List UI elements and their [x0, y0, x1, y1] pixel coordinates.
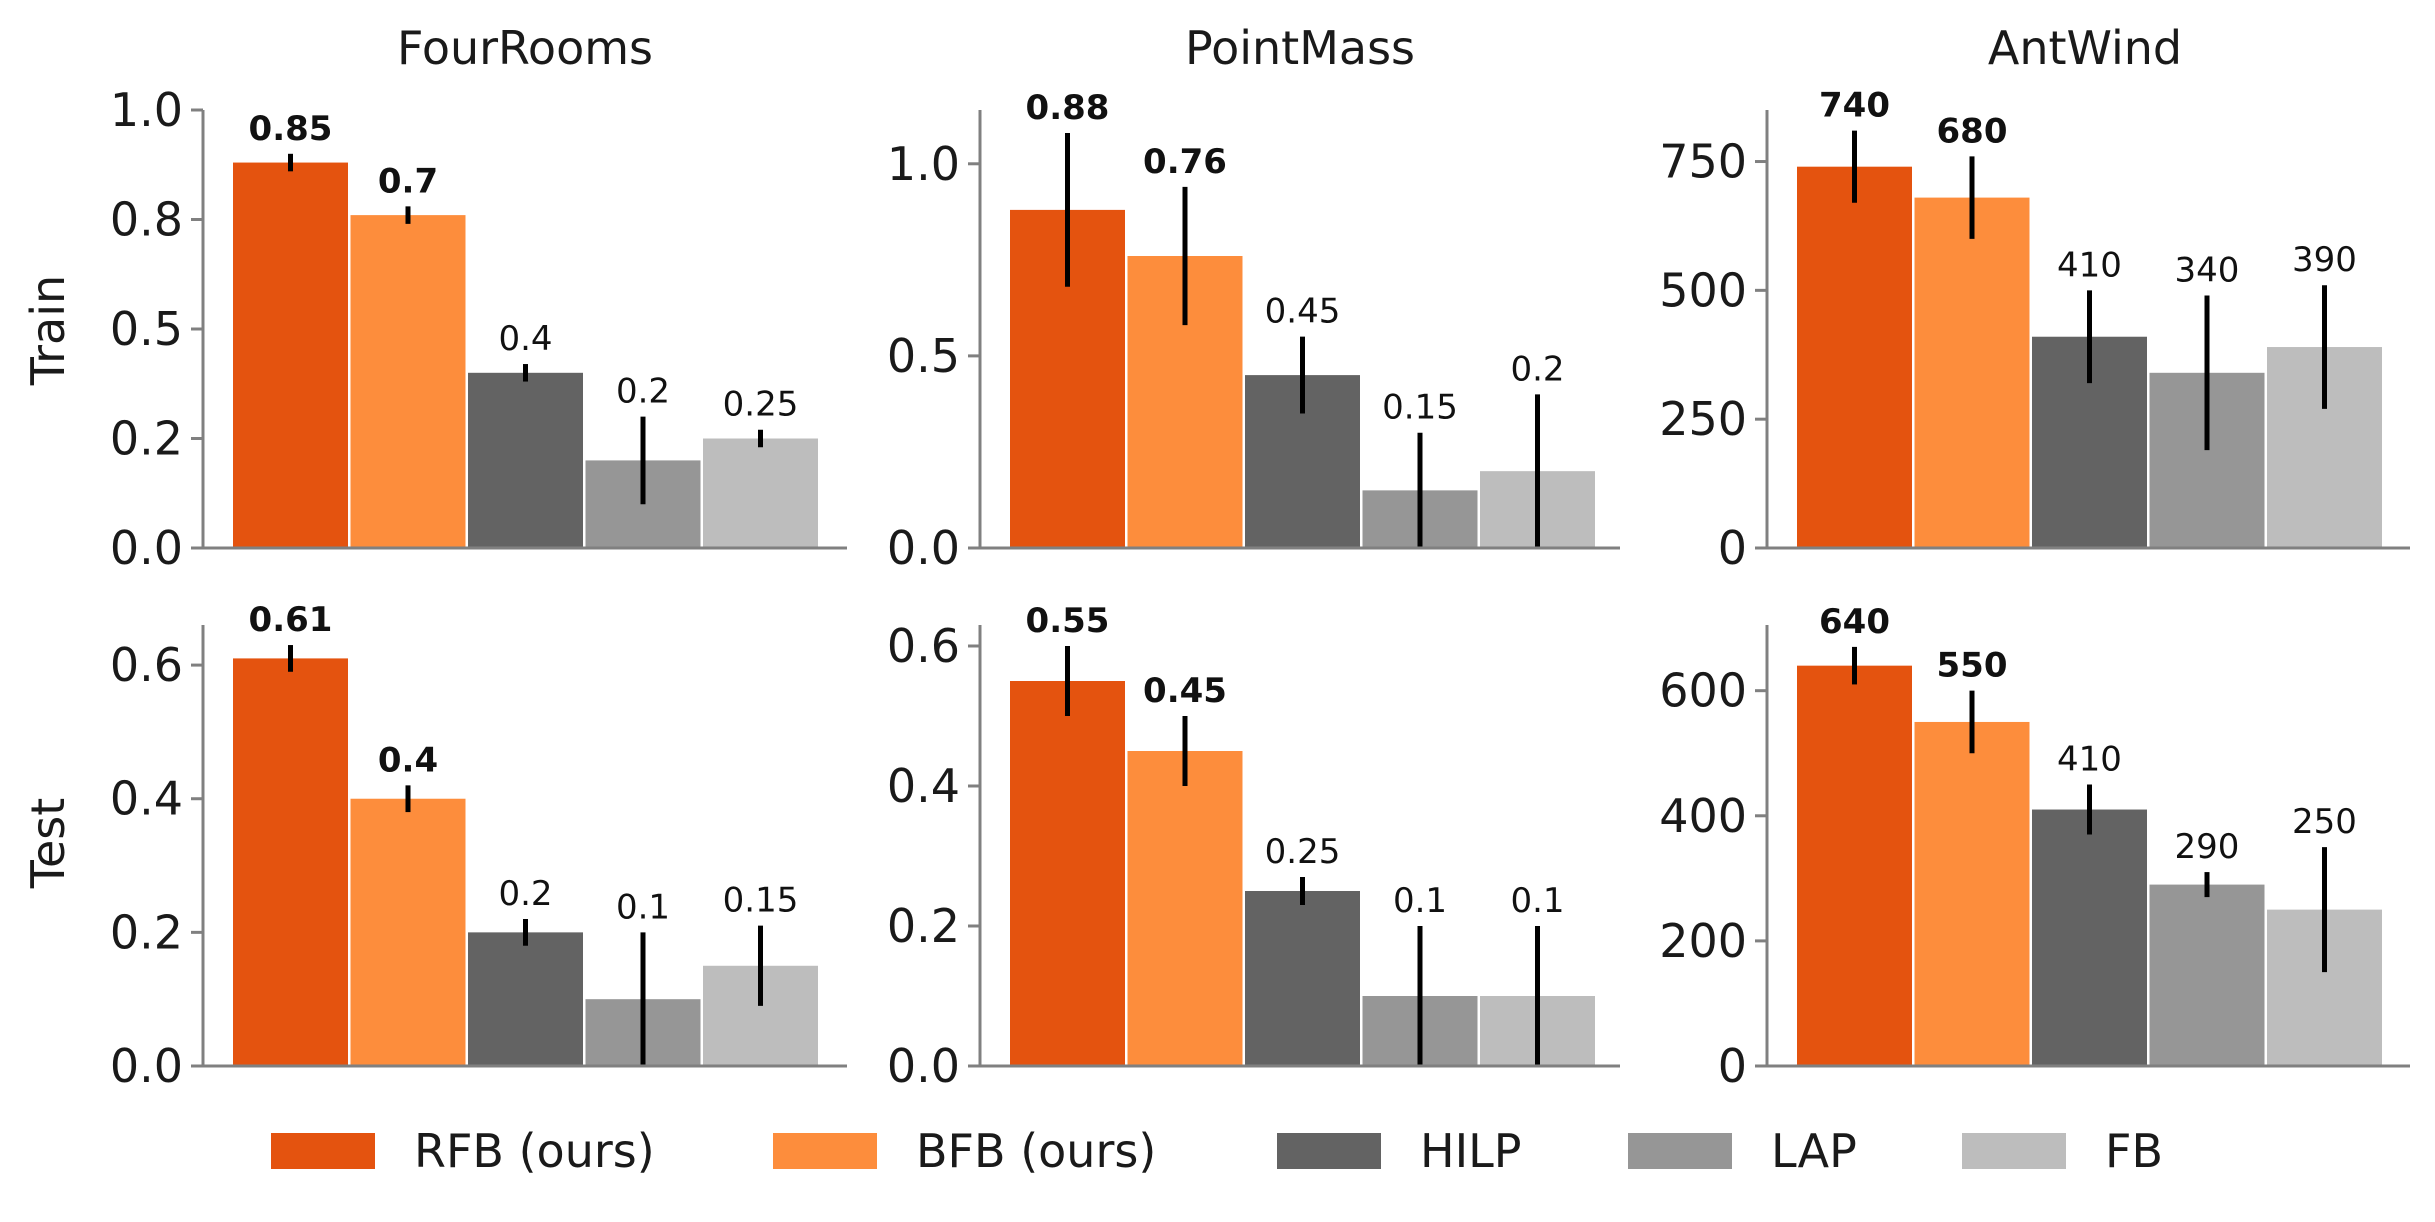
legend-item-bfb-ours: BFB (ours)	[773, 1124, 1156, 1178]
legend-item-hilp: HILP	[1277, 1124, 1522, 1178]
value-label-fb: 0.2	[1510, 349, 1564, 389]
value-label-lap: 290	[2175, 827, 2240, 867]
legend-swatch	[1628, 1133, 1732, 1169]
bar-bfb-ours	[1127, 751, 1243, 1066]
legend-swatch	[1277, 1133, 1381, 1169]
value-label-bfb-ours: 0.45	[1143, 671, 1227, 711]
y-tick-label: 0.0	[887, 521, 960, 575]
value-label-lap: 0.1	[1393, 881, 1447, 921]
bar-bfb-ours	[350, 798, 466, 1066]
bar-rfb-ours	[1797, 665, 1912, 1066]
y-tick-label: 1.0	[887, 137, 960, 191]
legend: RFB (ours) BFB (ours) HILP LAP FB	[271, 1124, 2163, 1178]
y-tick-label: 0.4	[887, 759, 960, 813]
y-tick-label: 0.0	[110, 1039, 183, 1093]
chart-panel: 0.61 0.4 0.2 0.1 0.15 0.0 0.2 0.4 0.6	[110, 600, 847, 1093]
bar-hilp	[2032, 809, 2147, 1066]
value-label-rfb-ours: 0.85	[249, 109, 333, 149]
value-label-hilp: 0.2	[498, 874, 552, 914]
value-label-rfb-ours: 740	[1819, 86, 1890, 126]
bar-rfb-ours	[233, 658, 348, 1066]
y-tick-label: 0.6	[110, 638, 183, 692]
bar-rfb-ours	[1010, 681, 1125, 1066]
legend-label: FB	[2105, 1124, 2163, 1178]
y-tick-label: 750	[1659, 135, 1747, 189]
bar-rfb-ours	[233, 162, 348, 548]
y-tick-label: 1.0	[110, 83, 183, 137]
y-tick-label: 0	[1718, 521, 1747, 575]
legend-label: LAP	[1771, 1124, 1857, 1178]
value-label-lap: 0.1	[616, 887, 670, 927]
value-label-rfb-ours: 640	[1819, 602, 1890, 642]
bar-hilp	[468, 372, 583, 548]
y-tick-label: 200	[1659, 914, 1747, 968]
value-label-hilp: 0.45	[1265, 292, 1341, 332]
column-title-pointmass: PointMass	[1185, 21, 1415, 75]
legend-item-fb: FB	[1962, 1124, 2163, 1178]
y-tick-label: 0.6	[887, 619, 960, 673]
column-title-antwind: AntWind	[1988, 21, 2182, 75]
value-label-bfb-ours: 550	[1937, 646, 2008, 686]
legend-item-lap: LAP	[1628, 1124, 1857, 1178]
value-label-hilp: 410	[2057, 245, 2122, 285]
chart-panel: 740 680 410 340 390 0 250 500 750	[1659, 86, 2410, 575]
chart-panel: 0.85 0.7 0.4 0.2 0.25 0.0 0.2 0.5 0.8 1.0	[110, 83, 847, 575]
y-tick-label: 400	[1659, 789, 1747, 843]
value-label-lap: 0.2	[616, 372, 670, 412]
value-label-hilp: 0.25	[1265, 832, 1341, 872]
value-label-fb: 0.1	[1510, 881, 1564, 921]
value-label-fb: 390	[2292, 240, 2357, 280]
bar-hilp	[468, 932, 583, 1066]
value-label-fb: 0.15	[723, 881, 799, 921]
value-label-bfb-ours: 680	[1937, 111, 2008, 151]
value-label-bfb-ours: 0.76	[1143, 142, 1227, 182]
value-label-hilp: 0.4	[498, 319, 552, 359]
y-tick-label: 0.5	[110, 302, 183, 356]
y-tick-label: 0.0	[110, 521, 183, 575]
value-label-rfb-ours: 0.55	[1026, 601, 1110, 641]
bar-bfb-ours	[1914, 721, 2030, 1066]
y-tick-label: 250	[1659, 392, 1747, 446]
y-tick-label: 0.2	[110, 412, 183, 466]
legend-item-rfb-ours: RFB (ours)	[271, 1124, 655, 1178]
y-tick-label: 0.2	[110, 905, 183, 959]
legend-label: HILP	[1420, 1124, 1522, 1178]
chart-panel: 0.88 0.76 0.45 0.15 0.2 0.0 0.5 1.0	[887, 88, 1620, 575]
chart-panel: 640 550 410 290 250 0 200 400 600	[1659, 602, 2410, 1093]
legend-swatch	[773, 1133, 877, 1169]
legend-label: RFB (ours)	[414, 1124, 655, 1178]
y-tick-label: 600	[1659, 664, 1747, 718]
row-label-test: Test	[21, 798, 75, 890]
y-tick-label: 0.8	[110, 193, 183, 247]
chart-panels: 0.85 0.7 0.4 0.2 0.25 0.0 0.2 0.5 0.8 1.0 0.88 0.76…	[110, 83, 2410, 1093]
value-label-bfb-ours: 0.7	[378, 161, 438, 201]
row-label-train: Train	[21, 275, 75, 386]
y-tick-label: 0.0	[887, 1039, 960, 1093]
legend-swatch	[271, 1133, 375, 1169]
bar-bfb-ours	[350, 215, 466, 548]
value-label-bfb-ours: 0.4	[378, 740, 438, 780]
bar-fb	[703, 438, 818, 548]
legend-swatch	[1962, 1133, 2066, 1169]
bar-hilp	[1245, 891, 1360, 1066]
y-tick-label: 0	[1718, 1039, 1747, 1093]
y-tick-label: 500	[1659, 263, 1747, 317]
y-tick-label: 0.4	[110, 772, 183, 826]
chart-panel: 0.55 0.45 0.25 0.1 0.1 0.0 0.2 0.4 0.6	[887, 601, 1620, 1093]
bar-rfb-ours	[1797, 166, 1912, 548]
legend-label: BFB (ours)	[916, 1124, 1156, 1178]
bar-bfb-ours	[1914, 197, 2030, 548]
column-title-fourrooms: FourRooms	[397, 21, 653, 75]
y-tick-label: 0.5	[887, 329, 960, 383]
bar-lap	[2149, 884, 2265, 1066]
value-label-rfb-ours: 0.61	[249, 600, 333, 640]
value-label-rfb-ours: 0.88	[1026, 88, 1110, 128]
value-label-hilp: 410	[2057, 740, 2122, 780]
value-label-fb: 250	[2292, 802, 2357, 842]
y-tick-label: 0.2	[887, 899, 960, 953]
value-label-fb: 0.25	[723, 385, 799, 425]
value-label-lap: 0.15	[1382, 388, 1458, 428]
value-label-lap: 340	[2175, 251, 2240, 291]
